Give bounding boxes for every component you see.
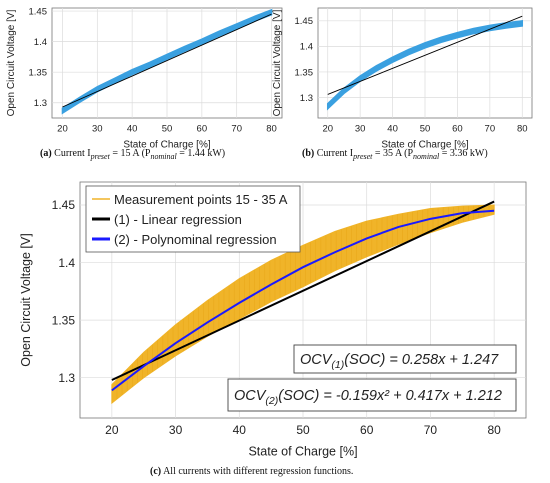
x-tick-label: 20 — [105, 423, 119, 437]
x-tick-label: 60 — [360, 423, 374, 437]
polynomial-regression-line — [111, 209, 495, 392]
y-tick-label: 1.45 — [295, 16, 314, 27]
legend: Measurement points 15 - 35 A (1) - Linear… — [85, 185, 301, 253]
y-tick-label: 1.35 — [52, 313, 76, 327]
y-tick-label: 1.45 — [29, 6, 48, 17]
plot-content — [111, 200, 495, 405]
chart-a: 20 30 40 50 60 70 80 1.3 1.35 1.4 1.45 State of Cha… — [6, 6, 283, 151]
x-axis-label: State of Charge [%] — [248, 445, 357, 459]
x-tick-label: 40 — [387, 124, 398, 135]
equation-rest: (SOC) = 0.258x + 1.247 — [344, 352, 499, 368]
x-tick-label: 40 — [233, 423, 247, 437]
x-tick-label: 70 — [424, 423, 438, 437]
plot-content — [61, 8, 273, 115]
caption-c: (c) All currents with different regressi… — [150, 466, 353, 477]
caption-c-label: (c) — [150, 466, 162, 477]
caption-a-label: (a) — [40, 148, 52, 159]
x-tick-label: 40 — [127, 124, 138, 135]
caption-a-sub2: nominal — [150, 152, 177, 161]
caption-a-sub: preset — [90, 152, 110, 161]
measurement-band — [61, 8, 273, 115]
y-axis-label: Open Circuit Voltage [V] — [272, 9, 283, 116]
legend-label: Measurement points 15 - 35 A — [114, 192, 288, 207]
x-tick-label: 80 — [517, 124, 528, 135]
x-axis-label: State of Charge [%] — [123, 140, 210, 151]
x-tick-label: 60 — [452, 124, 463, 135]
y-tick-label: 1.35 — [29, 67, 48, 78]
equation-box-1: OCV(1)(SOC) = 0.258x + 1.247 — [293, 344, 517, 374]
equation-text: OCV(2)(SOC) = -0.159x² + 0.417x + 1.212 — [234, 388, 502, 407]
equation-sub: (2) — [265, 395, 278, 407]
x-tick-label: 20 — [322, 124, 333, 135]
caption-a-end: = 1.44 kW) — [176, 148, 226, 159]
y-tick-label: 1.45 — [52, 198, 76, 212]
equation-box-2: OCV(2)(SOC) = -0.159x² + 0.417x + 1.212 — [227, 378, 517, 412]
equation-main: OCV — [300, 352, 333, 368]
x-tick-label: 50 — [162, 124, 173, 135]
legend-box — [85, 185, 301, 253]
x-tick-label: 30 — [355, 124, 366, 135]
chart-c: 20 30 40 50 60 70 80 1.3 1.35 1.4 1.45 State of Cha… — [19, 181, 527, 459]
caption-b-label: (b) — [302, 148, 315, 159]
equation-frame — [293, 344, 517, 374]
x-tick-label: 30 — [169, 423, 183, 437]
caption-b-sub: preset — [353, 152, 373, 161]
equation-text: OCV(1)(SOC) = 0.258x + 1.247 — [300, 352, 499, 371]
x-tick-label: 60 — [197, 124, 208, 135]
x-tick-label: 80 — [487, 423, 501, 437]
caption-b: (b) Current Ipreset = 35 A (Pnominal = 3… — [302, 148, 488, 161]
y-tick-label: 1.3 — [300, 93, 313, 104]
legend-label: (2) - Polynominal regression — [114, 232, 277, 247]
equation-rest: (SOC) = -0.159x² + 0.417x + 1.212 — [278, 388, 502, 404]
y-axis-label: Open Circuit Voltage [V] — [19, 233, 33, 366]
chart-b: 20 30 40 50 60 70 80 1.3 1.35 1.4 1.45 State of Cha… — [272, 7, 533, 151]
caption-b-text: Current I — [316, 148, 354, 159]
linear-regression-line — [111, 200, 495, 381]
caption-a: (a) Current Ipreset = 15 A (Pnominal = 1… — [40, 148, 225, 161]
x-tick-label: 80 — [266, 124, 277, 135]
measurement-band — [326, 19, 524, 111]
equation-sub: (1) — [331, 359, 344, 371]
y-tick-label: 1.3 — [34, 98, 47, 109]
y-tick-label: 1.4 — [34, 37, 47, 48]
equation-main: OCV — [234, 388, 267, 404]
regression-line — [327, 15, 523, 95]
x-axis-label: State of Charge [%] — [381, 140, 468, 151]
caption-a-text: Current I — [54, 148, 91, 159]
regression-line — [62, 13, 272, 108]
equation-frame — [227, 378, 517, 412]
caption-a-rest: = 15 A (P — [109, 148, 151, 159]
y-axis-label: Open Circuit Voltage [V] — [6, 9, 17, 116]
x-tick-label: 70 — [485, 124, 496, 135]
legend-label: (1) - Linear regression — [114, 212, 242, 227]
y-tick-label: 1.4 — [300, 42, 313, 53]
x-tick-label: 30 — [92, 124, 103, 135]
caption-b-end: = 3.36 kW) — [439, 148, 488, 159]
caption-b-rest: = 35 A (P — [372, 148, 414, 159]
y-tick-label: 1.3 — [58, 371, 75, 385]
x-tick-label: 50 — [420, 124, 431, 135]
caption-c-text: All currents with different regression f… — [163, 466, 354, 477]
x-tick-label: 50 — [296, 423, 310, 437]
plot-content — [326, 15, 524, 111]
y-tick-label: 1.35 — [295, 67, 314, 78]
y-tick-label: 1.4 — [58, 256, 75, 270]
x-tick-label: 20 — [57, 124, 68, 135]
caption-b-sub2: nominal — [413, 152, 440, 161]
x-tick-label: 70 — [231, 124, 242, 135]
